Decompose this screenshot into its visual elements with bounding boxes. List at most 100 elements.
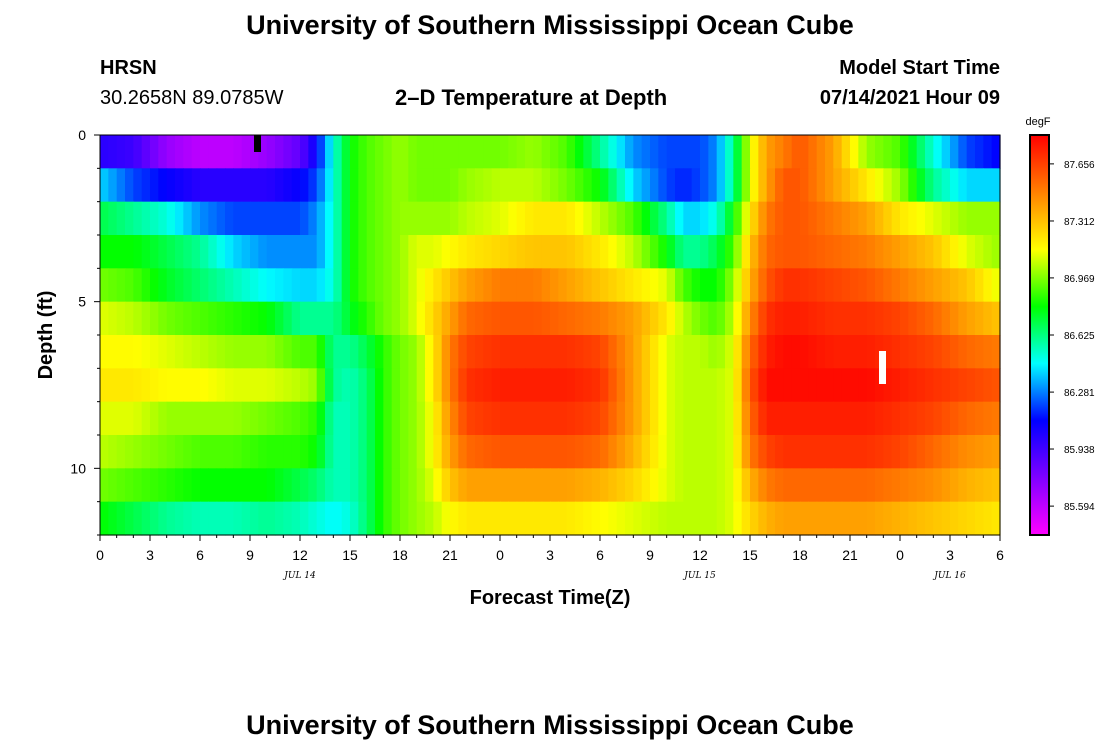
heatmap-cell xyxy=(608,401,618,436)
x-date-label: JUL 16 xyxy=(932,571,966,581)
heatmap-cell xyxy=(141,501,151,536)
heatmap-cell xyxy=(941,435,951,469)
heatmap-cell xyxy=(891,301,901,336)
heatmap-cell xyxy=(391,401,401,436)
heatmap-cell xyxy=(116,335,126,369)
heatmap-cell xyxy=(100,268,109,303)
heatmap-cell xyxy=(958,401,968,436)
heatmap-cell xyxy=(158,501,168,536)
heatmap-cell xyxy=(191,201,201,236)
heatmap-cell xyxy=(525,168,534,203)
heatmap-cell xyxy=(358,301,368,336)
heatmap-cell xyxy=(558,268,568,303)
heatmap-cell xyxy=(941,368,951,403)
heatmap-cell xyxy=(133,201,143,236)
heatmap-cell xyxy=(508,268,518,303)
heatmap-cell xyxy=(550,201,559,236)
heatmap-cell xyxy=(133,335,143,369)
heatmap-cell xyxy=(625,401,634,436)
heatmap-cell xyxy=(441,501,451,536)
heatmap-cell xyxy=(850,135,859,169)
heatmap-cell xyxy=(250,401,259,436)
heatmap-cell xyxy=(541,501,551,536)
heatmap-cell xyxy=(716,235,726,269)
heatmap-cell xyxy=(308,335,318,369)
heatmap-cell xyxy=(333,201,343,236)
heatmap-cell xyxy=(725,435,734,469)
heatmap-cell xyxy=(500,235,509,269)
heatmap-cell xyxy=(933,501,943,536)
heatmap-cell xyxy=(116,368,126,403)
heatmap-cell xyxy=(525,235,534,269)
heatmap-cell xyxy=(975,435,984,469)
heatmap-cell xyxy=(666,201,676,236)
heatmap-cell xyxy=(758,335,768,369)
heatmap-cell xyxy=(308,401,318,436)
heatmap-cell xyxy=(983,368,993,403)
heatmap-cell xyxy=(666,235,676,269)
heatmap-cell xyxy=(450,335,459,369)
heatmap-cell xyxy=(466,468,476,503)
heatmap-cell xyxy=(125,501,134,536)
heatmap-cell xyxy=(450,401,459,436)
heatmap-cell xyxy=(391,135,401,169)
heatmap-cell xyxy=(775,368,784,403)
heatmap-cell xyxy=(958,301,968,336)
heatmap-cell xyxy=(341,335,351,369)
heatmap-cell xyxy=(983,268,993,303)
heatmap-cell xyxy=(916,501,926,536)
heatmap-cell xyxy=(983,468,993,503)
heatmap-cell xyxy=(183,268,193,303)
heatmap-cell xyxy=(700,368,709,403)
heatmap-cell xyxy=(550,235,559,269)
heatmap-cell xyxy=(408,401,418,436)
heatmap-cell xyxy=(350,135,359,169)
x-tick-label: 21 xyxy=(442,547,458,563)
heatmap-cell xyxy=(575,235,584,269)
heatmap-cell xyxy=(300,135,309,169)
heatmap-cell xyxy=(208,435,218,469)
heatmap-cell xyxy=(100,135,109,169)
heatmap-cell xyxy=(183,468,193,503)
heatmap-cell xyxy=(266,468,276,503)
heatmap-cell xyxy=(558,435,568,469)
heatmap-cell xyxy=(300,401,309,436)
heatmap-cell xyxy=(950,368,959,403)
heatmap-cell xyxy=(800,335,809,369)
heatmap-cell xyxy=(441,468,451,503)
heatmap-cell xyxy=(575,301,584,336)
heatmap-cell xyxy=(350,235,359,269)
heatmap-cell xyxy=(641,301,651,336)
heatmap-cell xyxy=(850,335,859,369)
heatmap-cell xyxy=(208,201,218,236)
x-tick-label: 12 xyxy=(292,547,308,563)
heatmap-cell xyxy=(175,368,184,403)
heatmap-cell xyxy=(541,268,551,303)
heatmap-cell xyxy=(541,368,551,403)
heatmap-cell xyxy=(625,201,634,236)
heatmap-cell xyxy=(933,135,943,169)
heatmap-cell xyxy=(841,268,851,303)
heatmap-cell xyxy=(791,301,801,336)
heatmap-cell xyxy=(425,468,434,503)
heatmap-cell xyxy=(575,501,584,536)
heatmap-cell xyxy=(858,468,868,503)
heatmap-cell xyxy=(191,501,201,536)
heatmap-cell xyxy=(250,168,259,203)
heatmap-cell xyxy=(141,268,151,303)
heatmap-cell xyxy=(491,435,501,469)
heatmap-cell xyxy=(150,301,159,336)
heatmap-cell xyxy=(616,268,626,303)
heatmap-cell xyxy=(666,268,676,303)
heatmap-cell xyxy=(325,435,334,469)
heatmap-cell xyxy=(691,168,701,203)
heatmap-cell xyxy=(966,201,976,236)
heatmap-cell xyxy=(333,135,343,169)
heatmap-cell xyxy=(775,135,784,169)
x-tick-label: 6 xyxy=(996,547,1004,563)
heatmap-cell xyxy=(891,468,901,503)
heatmap-cell xyxy=(591,168,601,203)
heatmap-cell xyxy=(700,401,709,436)
heatmap-cell xyxy=(983,435,993,469)
heatmap-cell xyxy=(833,468,843,503)
